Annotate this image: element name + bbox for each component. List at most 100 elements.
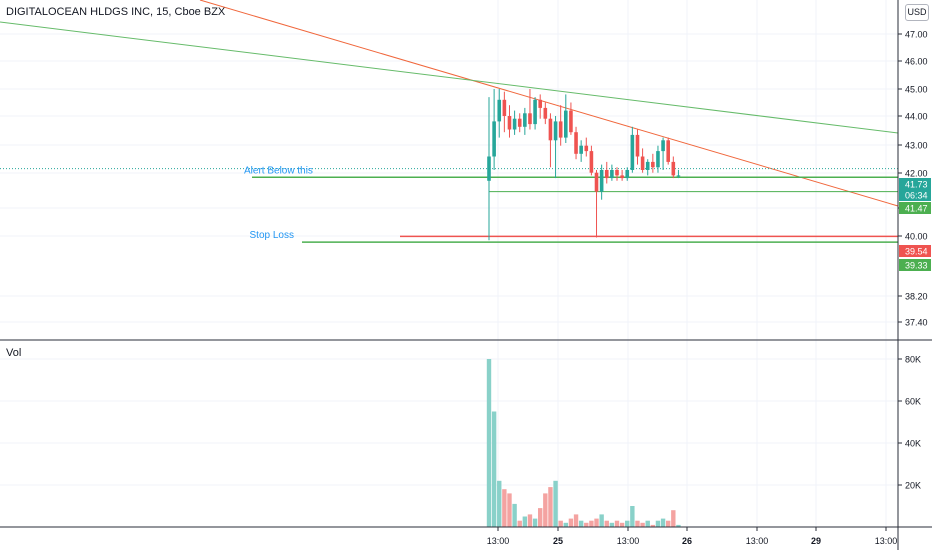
candle-body	[528, 113, 532, 125]
price-tick-label: 38.20	[905, 292, 928, 302]
volume-bar	[517, 520, 522, 527]
price-label-text: 06:34	[905, 191, 928, 201]
horizontal-lines[interactable]: Alert Below this Stop Loss	[0, 165, 898, 243]
volume-bar	[599, 514, 604, 527]
volume-bar	[563, 522, 568, 527]
price-label-box	[899, 245, 931, 257]
candle-body	[492, 121, 496, 157]
candle-body	[558, 121, 563, 138]
candle-body	[512, 118, 517, 130]
price-label-text: 39.33	[905, 261, 928, 271]
candle-body	[620, 175, 624, 179]
volume-bar	[666, 520, 671, 527]
volume-tick-label: 80K	[905, 355, 921, 365]
candle-body	[584, 145, 589, 152]
candle-body	[625, 170, 630, 179]
price-label-box	[899, 259, 931, 271]
candle-body	[599, 170, 604, 192]
price-tick-label: 43.00	[905, 141, 928, 151]
candle-body	[487, 156, 491, 181]
candle-body	[645, 161, 650, 170]
candle-body	[507, 116, 512, 130]
candle-body	[553, 121, 558, 141]
currency-button[interactable]: USD	[905, 4, 929, 21]
candle-body	[502, 99, 507, 116]
volume-bar	[527, 514, 533, 527]
volume-bar	[507, 493, 512, 527]
volume-bar	[630, 506, 635, 527]
volume-bar	[645, 520, 650, 527]
price-label-text: 41.47	[905, 204, 928, 214]
volume-bar	[532, 518, 538, 527]
descending-trendline	[199, 0, 899, 207]
price-label-box	[899, 189, 931, 201]
volume-bar	[543, 493, 548, 527]
volume-bar	[578, 520, 584, 527]
volume-bar	[548, 487, 553, 527]
volume-tick-label: 40K	[905, 439, 921, 449]
volume-tick-label: 20K	[905, 481, 921, 491]
volume-bar	[660, 518, 666, 527]
time-tick-label: 13:00	[617, 536, 640, 546]
candle-body	[497, 99, 502, 122]
candle-body	[661, 140, 665, 152]
volume-bar	[671, 510, 676, 527]
candle-body	[635, 134, 640, 157]
candle-body	[656, 151, 660, 168]
resistance-trendline	[0, 21, 899, 134]
volume-bar	[609, 522, 615, 527]
candle-body	[676, 175, 681, 177]
candle-body	[589, 151, 594, 173]
volume-bar	[619, 522, 625, 527]
grid-lines	[0, 0, 898, 527]
volume-bar	[568, 518, 574, 527]
volume-bar	[512, 503, 517, 527]
time-tick-label: 13:00	[746, 536, 769, 546]
candle-body	[517, 118, 522, 127]
candle-body	[604, 170, 609, 179]
volume-bar	[584, 522, 589, 527]
volume-bar	[538, 508, 543, 527]
price-tick-label: 42.00	[905, 169, 928, 179]
volume-bars	[486, 359, 681, 527]
volume-tick-label: 60K	[905, 397, 921, 407]
volume-bar	[625, 520, 630, 527]
candle-body	[579, 145, 583, 154]
price-tick-label: 46.00	[905, 57, 928, 67]
candle-body	[574, 132, 578, 154]
time-tick-label: 29	[811, 536, 821, 546]
volume-bar	[553, 480, 558, 527]
volume-bar	[655, 520, 661, 527]
volume-bar	[635, 520, 640, 527]
candle-body	[671, 161, 676, 176]
time-tick-label: 26	[682, 536, 692, 546]
candles	[487, 89, 681, 241]
trend-lines[interactable]	[0, 0, 899, 207]
time-tick-label: 13:00	[875, 536, 898, 546]
time-tick-label: 25	[553, 536, 563, 546]
price-label-text: 41.73	[905, 180, 928, 190]
volume-label: Vol	[6, 347, 22, 359]
volume-bar	[491, 411, 497, 527]
price-label-box	[899, 178, 931, 190]
price-tick-label: 47.00	[905, 30, 928, 40]
price-label-box	[899, 202, 931, 214]
candle-body	[630, 134, 635, 170]
horizontal-line-label: Stop Loss	[250, 230, 294, 241]
candle-body	[610, 170, 614, 179]
horizontal-line-label: Alert Below this	[244, 165, 313, 176]
volume-bar	[676, 524, 681, 527]
volume-bar	[650, 524, 656, 527]
volume-bar	[497, 480, 502, 527]
volume-bar	[502, 489, 507, 527]
price-tick-label: 37.40	[905, 318, 928, 328]
candle-body	[594, 172, 599, 192]
volume-bar	[486, 359, 492, 527]
candle-body	[538, 99, 542, 108]
volume-bar	[614, 520, 620, 527]
price-tick-label: 40.00	[905, 232, 928, 242]
